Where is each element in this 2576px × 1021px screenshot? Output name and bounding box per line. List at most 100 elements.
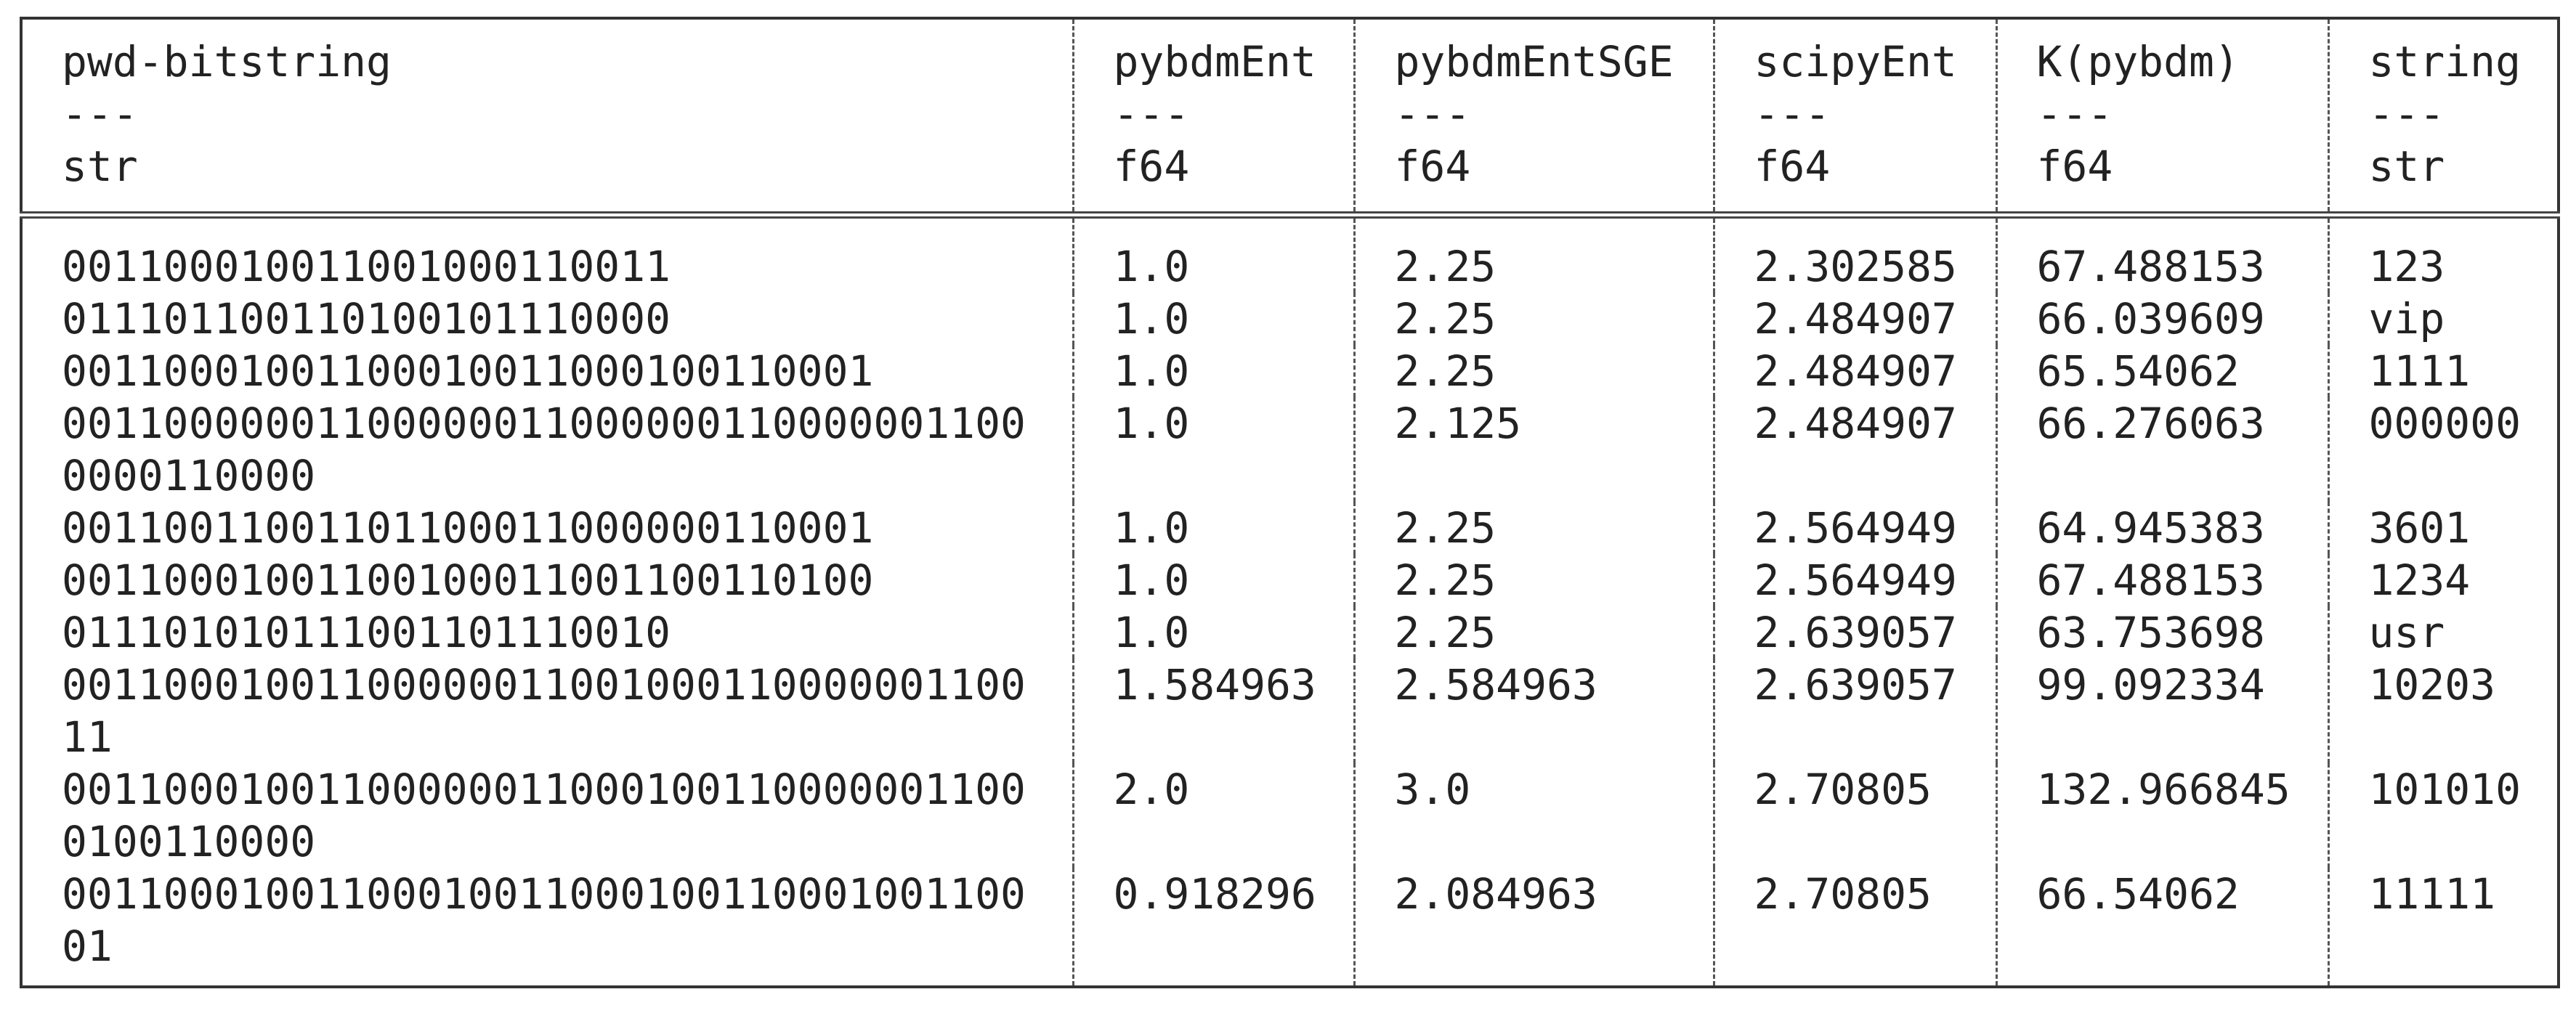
table-cell: 11111 bbox=[2327, 868, 2559, 987]
header-row: pwd-bitstring --- str pybdmEnt --- f64 pybdmEn… bbox=[21, 18, 2559, 219]
bitstring: 0011000000110000001100000011000000110000… bbox=[62, 399, 1026, 500]
cell-value: 123 bbox=[2368, 242, 2445, 291]
bitstring: 0011000100110001001100010011000100110001 bbox=[62, 869, 1026, 971]
cell-value: 2.25 bbox=[1394, 294, 1496, 343]
cell-value: 2.584963 bbox=[1394, 660, 1597, 709]
header-separator: --- bbox=[62, 89, 138, 139]
table-cell: 00110011001101100011000000110001 bbox=[21, 502, 1073, 554]
table-cell: 00110001001100100011001100110100 bbox=[21, 554, 1073, 606]
table-cell: 10203 bbox=[2327, 659, 2559, 763]
cell-value: 2.484907 bbox=[1754, 294, 1957, 343]
header-dtype: f64 bbox=[1394, 142, 1471, 191]
table-cell: 66.276063 bbox=[1995, 397, 2328, 502]
table-cell: 66.039609 bbox=[1995, 293, 2328, 345]
table-cell: 3601 bbox=[2327, 502, 2559, 554]
table-cell: 63.753698 bbox=[1995, 606, 2328, 659]
cell-value: 0.918296 bbox=[1113, 869, 1316, 919]
bitstring: 0011000100110000001100010011000000110001… bbox=[62, 765, 1026, 866]
table-cell: 1.0 bbox=[1072, 502, 1354, 554]
table-cell: 2.484907 bbox=[1712, 397, 1996, 502]
table-cell: 1111 bbox=[2327, 345, 2559, 397]
table-cell: 2.639057 bbox=[1712, 659, 1996, 763]
cell-value: 3601 bbox=[2368, 503, 2471, 553]
table-cell: 001100010011001000110011 bbox=[21, 215, 1073, 293]
table-cell: 3.0 bbox=[1353, 763, 1714, 868]
cell-value: 1.0 bbox=[1113, 294, 1190, 343]
cell-value: 2.125 bbox=[1394, 399, 1522, 448]
header-name: scipyEnt bbox=[1754, 37, 1957, 86]
cell-value: 132.966845 bbox=[2036, 765, 2291, 814]
table-cell: 2.25 bbox=[1353, 293, 1714, 345]
bitstring: 011101010111001101110010 bbox=[62, 608, 671, 657]
column-header: K(pybdm) --- f64 bbox=[1995, 18, 2328, 219]
table-row: 00110001001100010011000100110001 1.0 2.25 2… bbox=[21, 345, 2559, 397]
cell-value: 2.564949 bbox=[1754, 556, 1957, 605]
header-separator: --- bbox=[1394, 89, 1471, 139]
table-row: 011101010111001101110010 1.0 2.25 2.639057 6… bbox=[21, 606, 2559, 659]
header-name: pwd-bitstring bbox=[62, 37, 392, 86]
table-cell: 2.25 bbox=[1353, 606, 1714, 659]
table-cell: 011101100110100101110000 bbox=[21, 293, 1073, 345]
header-name: pybdmEntSGE bbox=[1394, 37, 1674, 86]
table-cell: 2.125 bbox=[1353, 397, 1714, 502]
cell-value: 67.488153 bbox=[2036, 242, 2265, 291]
cell-value: 3.0 bbox=[1394, 765, 1471, 814]
table-cell: 1.0 bbox=[1072, 293, 1354, 345]
cell-value: 1234 bbox=[2368, 556, 2471, 605]
column-header: pwd-bitstring --- str bbox=[21, 18, 1073, 219]
table-body: 001100010011001000110011 1.0 2.25 2.302585 6… bbox=[21, 215, 2559, 987]
bitstring: 00110001001100100011001100110100 bbox=[62, 556, 874, 605]
cell-value: 2.564949 bbox=[1754, 503, 1957, 553]
header-name: string bbox=[2368, 37, 2522, 86]
table-cell: 2.564949 bbox=[1712, 502, 1996, 554]
table-row: 0011000100110001001100010011000100110001… bbox=[21, 868, 2559, 987]
table-cell: 2.25 bbox=[1353, 215, 1714, 293]
cell-value: 2.302585 bbox=[1754, 242, 1957, 291]
column-header: pybdmEnt --- f64 bbox=[1072, 18, 1354, 219]
table-cell: 67.488153 bbox=[1995, 215, 2328, 293]
table-cell: 1234 bbox=[2327, 554, 2559, 606]
table-cell: 99.092334 bbox=[1995, 659, 2328, 763]
cell-value: 2.25 bbox=[1394, 242, 1496, 291]
cell-value: 2.25 bbox=[1394, 556, 1496, 605]
header-name: pybdmEnt bbox=[1113, 37, 1316, 86]
header-dtype: str bbox=[62, 142, 138, 191]
cell-value: 101010 bbox=[2368, 765, 2522, 814]
column-header: string --- str bbox=[2327, 18, 2559, 219]
table-header: pwd-bitstring --- str pybdmEnt --- f64 pybdmEn… bbox=[21, 18, 2559, 219]
table-cell: 1.584963 bbox=[1072, 659, 1354, 763]
table-cell: 00110001001100010011000100110001 bbox=[21, 345, 1073, 397]
table-row: 0011000100110000001100010011000000110001… bbox=[21, 763, 2559, 868]
table-cell: 132.966845 bbox=[1995, 763, 2328, 868]
cell-value: 2.25 bbox=[1394, 346, 1496, 396]
header-dtype: str bbox=[2368, 142, 2445, 191]
cell-value: 2.25 bbox=[1394, 503, 1496, 553]
table-cell: 0011000000110000001100000011000000110000… bbox=[21, 397, 1073, 502]
bitstring: 011101100110100101110000 bbox=[62, 294, 671, 343]
header-name: K(pybdm) bbox=[2036, 37, 2240, 86]
table-cell: 66.54062 bbox=[1995, 868, 2328, 987]
dataframe-table: pwd-bitstring --- str pybdmEnt --- f64 pybdmEn… bbox=[20, 17, 2560, 988]
table-row: 00110011001101100011000000110001 1.0 2.25 2… bbox=[21, 502, 2559, 554]
table-cell: 1.0 bbox=[1072, 215, 1354, 293]
cell-value: 1111 bbox=[2368, 346, 2471, 396]
table-row: 011101100110100101110000 1.0 2.25 2.484907 6… bbox=[21, 293, 2559, 345]
cell-value: 1.0 bbox=[1113, 346, 1190, 396]
cell-value: 2.70805 bbox=[1754, 869, 1932, 919]
table-cell: 0011000100110000001100010011000000110001… bbox=[21, 763, 1073, 868]
header-dtype: f64 bbox=[2036, 142, 2113, 191]
table-cell: 2.25 bbox=[1353, 345, 1714, 397]
cell-value: 67.488153 bbox=[2036, 556, 2265, 605]
header-separator: --- bbox=[2368, 89, 2445, 139]
header-separator: --- bbox=[1113, 89, 1190, 139]
cell-value: 1.0 bbox=[1113, 556, 1190, 605]
table-cell: 2.302585 bbox=[1712, 215, 1996, 293]
table-cell: 2.70805 bbox=[1712, 868, 1996, 987]
cell-value: 66.276063 bbox=[2036, 399, 2265, 448]
cell-value: 1.0 bbox=[1113, 242, 1190, 291]
table-cell: 1.0 bbox=[1072, 397, 1354, 502]
table-cell: 1.0 bbox=[1072, 554, 1354, 606]
table-row: 0011000000110000001100000011000000110000… bbox=[21, 397, 2559, 502]
cell-value: 1.584963 bbox=[1113, 660, 1316, 709]
